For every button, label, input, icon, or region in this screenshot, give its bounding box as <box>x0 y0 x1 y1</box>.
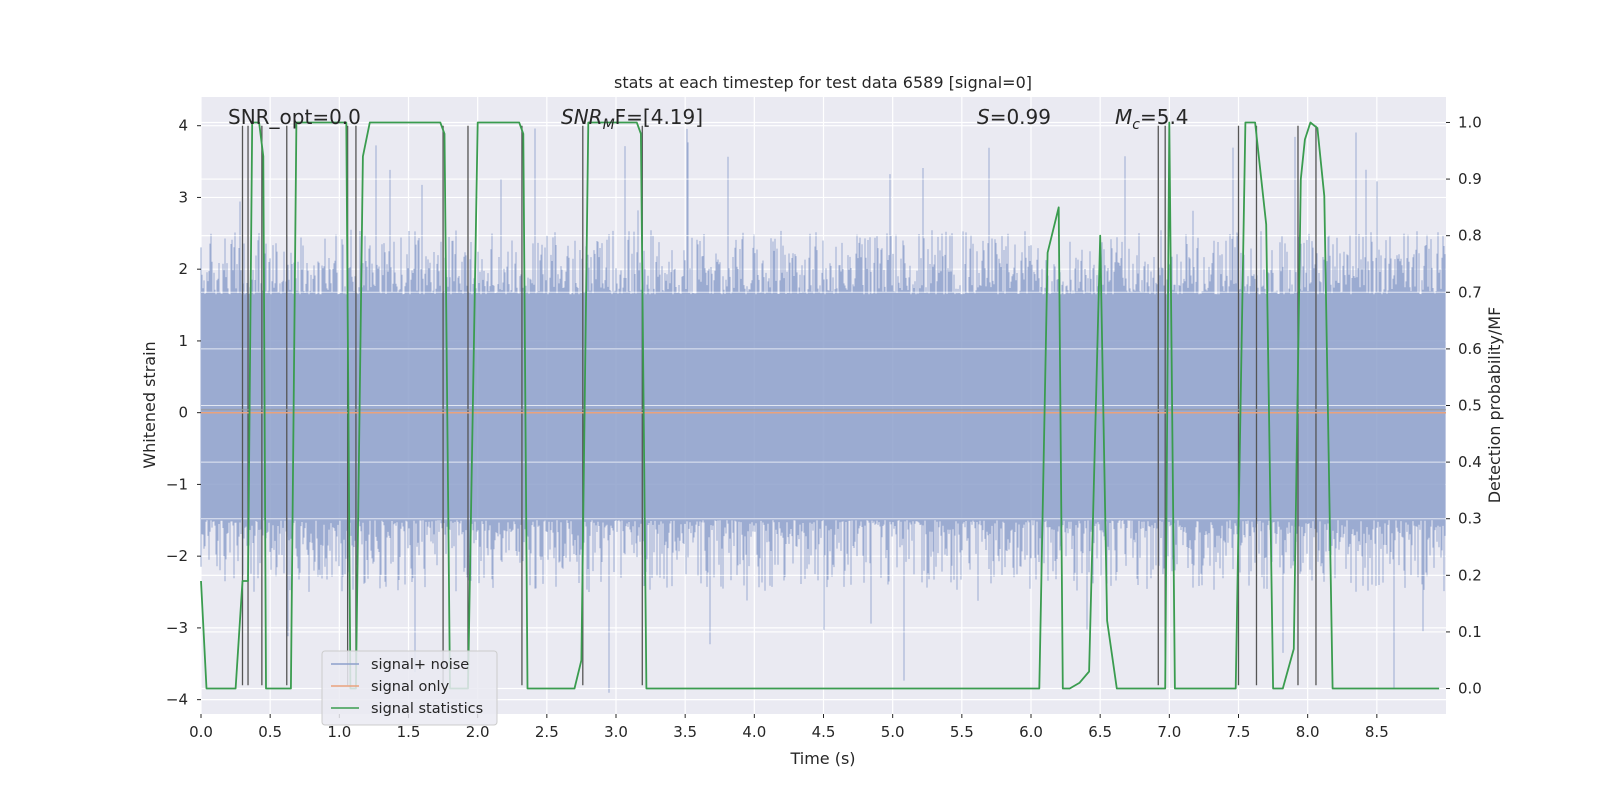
y-tick-label-right: 0.1 <box>1458 623 1482 641</box>
annotation-snr-mf-symbol: SNR <box>561 105 603 129</box>
x-tick-label: 5.5 <box>950 723 974 741</box>
chart-title: stats at each timestep for test data 658… <box>614 73 1032 92</box>
y-axis-label-left: Whitened strain <box>140 341 159 468</box>
annotation-snr-mf-subscript: M <box>603 117 615 133</box>
y-tick-label-left: 3 <box>178 188 188 206</box>
y-tick-label-right: 1.0 <box>1458 113 1482 131</box>
tick-labels: 0.0 0.5 1.0 1.5 2.0 2.5 3.0 3.5 4.0 4.5 5.0 5.5 6.0 6… <box>166 113 1482 741</box>
x-tick-label: 4.0 <box>742 723 766 741</box>
annotation-s: S=0.99 <box>977 105 1051 129</box>
annotation-mc-value: =5.4 <box>1140 105 1189 129</box>
legend: signal+ noise signal only signal statist… <box>321 650 498 726</box>
y-tick-label-left: 0 <box>178 404 188 422</box>
x-tick-label: 0.5 <box>258 723 282 741</box>
y-tick-label-left: 4 <box>178 117 188 135</box>
y-tick-label-right: 0.0 <box>1458 680 1482 698</box>
x-tick-label: 5.0 <box>881 723 905 741</box>
y-axis-label-right: Detection probability/MF <box>1485 307 1504 504</box>
legend-label-signal-noise: signal+ noise <box>371 657 469 673</box>
y-tick-label-left: 1 <box>178 332 188 350</box>
annotation-mc-subscript: c <box>1132 117 1140 133</box>
y-tick-label-right: 0.8 <box>1458 227 1482 245</box>
x-tick-label: 2.0 <box>466 723 490 741</box>
x-tick-label: 2.5 <box>535 723 559 741</box>
signal-statistics-line <box>200 121 1440 690</box>
signal-only-series <box>201 408 1446 414</box>
x-tick-label: 0.0 <box>189 723 213 741</box>
y-tick-label-left: −4 <box>166 691 188 709</box>
x-tick-label: 8.5 <box>1365 723 1389 741</box>
annotation-mc: Mc=5.4 <box>1115 105 1189 133</box>
y-tick-label-right: 0.9 <box>1458 170 1482 188</box>
y-tick-label-right: 0.4 <box>1458 453 1482 471</box>
y-tick-label-left: −2 <box>166 547 188 565</box>
x-tick-label: 6.5 <box>1088 723 1112 741</box>
y-tick-label-left: −1 <box>166 475 188 493</box>
annotation-snr-opt: SNR_opt=0.0 <box>228 105 361 129</box>
legend-label-signal-only: signal only <box>371 679 450 695</box>
x-axis-label: Time (s) <box>789 749 855 768</box>
annotation-snr-mf: SNRMF=[4.19] <box>561 105 703 133</box>
y-tick-label-right: 0.3 <box>1458 510 1482 528</box>
x-tick-label: 8.0 <box>1296 723 1320 741</box>
x-tick-label: 6.0 <box>1019 723 1043 741</box>
annotation-snr-mf-value: F=[4.19] <box>615 105 703 129</box>
x-tick-label: 3.0 <box>604 723 628 741</box>
signal-statistics-series <box>200 121 1440 690</box>
x-tick-label: 1.5 <box>397 723 421 741</box>
x-tick-label: 7.5 <box>1227 723 1251 741</box>
x-tick-label: 1.0 <box>327 723 351 741</box>
y-tick-label-right: 0.7 <box>1458 283 1482 301</box>
annotation-mc-symbol: M <box>1115 105 1132 129</box>
y-tick-label-right: 0.6 <box>1458 340 1482 358</box>
legend-box <box>321 650 498 726</box>
annotation-s-value: =0.99 <box>990 105 1051 129</box>
x-tick-label: 3.5 <box>673 723 697 741</box>
annotation-s-symbol: S <box>977 105 990 129</box>
y-tick-label-left: −3 <box>166 619 188 637</box>
y-tick-label-right: 0.2 <box>1458 566 1482 584</box>
legend-label-signal-statistics: signal statistics <box>371 701 483 717</box>
y-tick-label-right: 0.5 <box>1458 397 1482 415</box>
x-tick-label: 7.0 <box>1157 723 1181 741</box>
y-tick-label-left: 2 <box>178 260 188 278</box>
x-tick-label: 4.5 <box>812 723 836 741</box>
